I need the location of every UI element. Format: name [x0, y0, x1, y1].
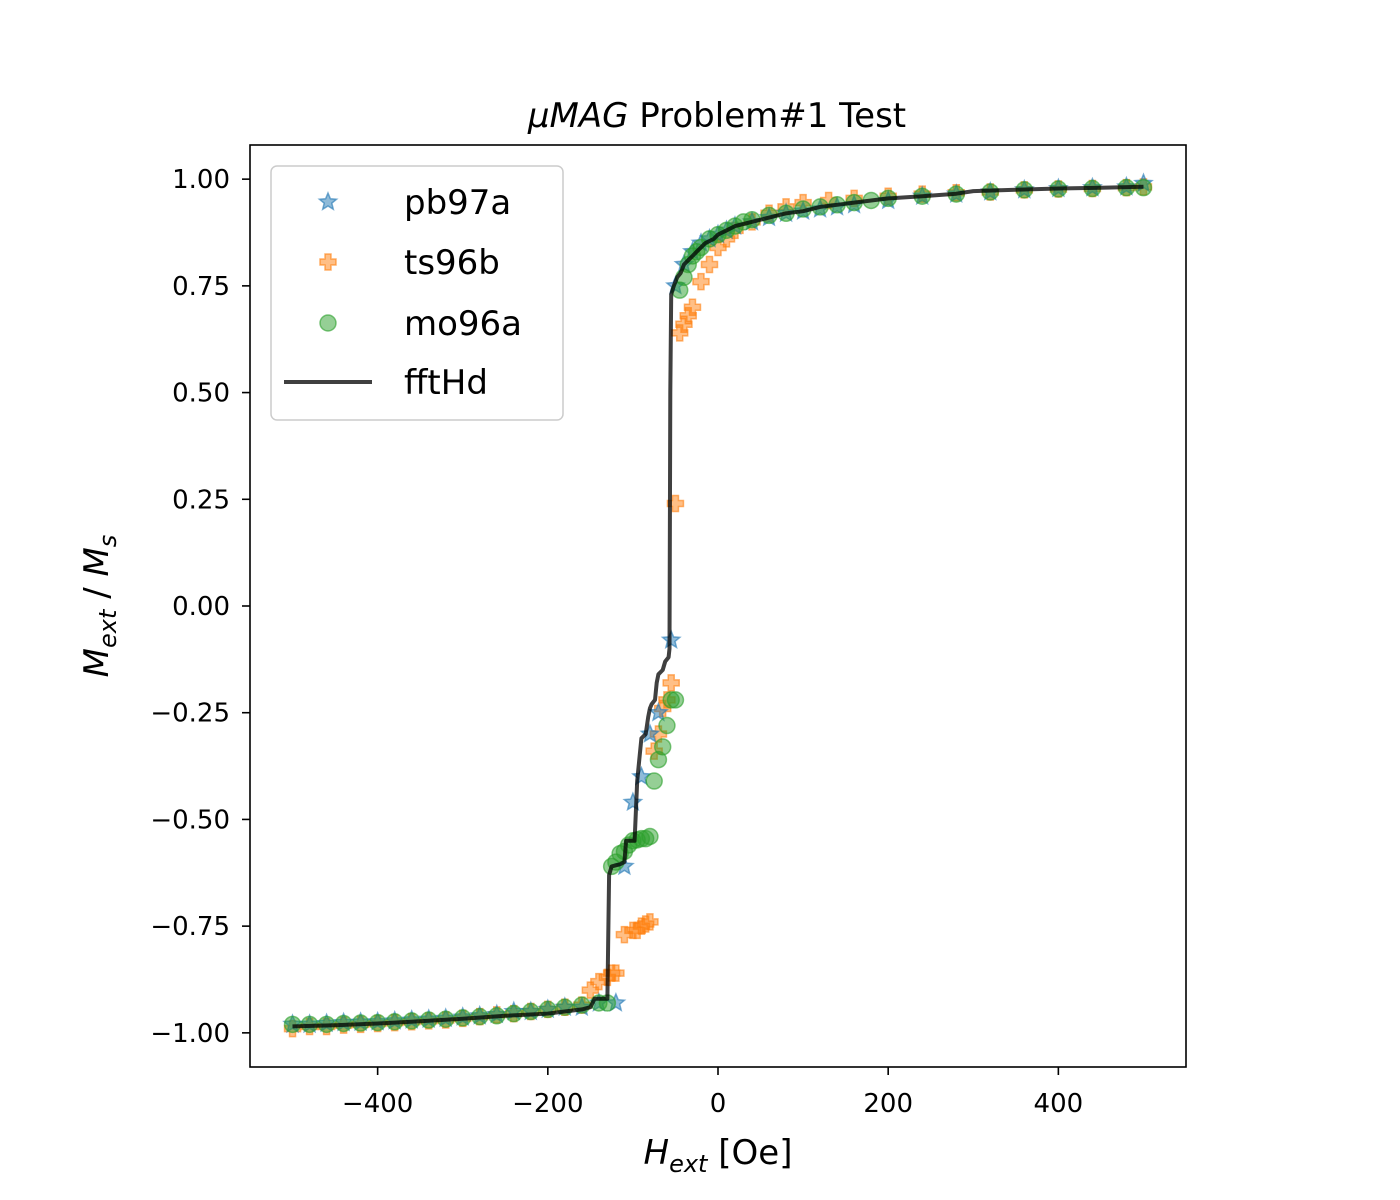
legend-swatch — [319, 253, 337, 271]
y-tick-label: −0.25 — [150, 699, 230, 729]
x-tick-label: 400 — [1034, 1089, 1084, 1119]
x-tick-label: 0 — [710, 1089, 727, 1119]
legend-item-pb97a: pb97a — [317, 183, 511, 223]
chart-title: μMAG Problem#1 Test — [527, 96, 906, 136]
legend: pb97a ts96b mo96a fftHd — [270, 165, 564, 421]
x-tick-label: −400 — [342, 1089, 413, 1119]
legend-label: pb97a — [404, 183, 511, 223]
data-point-mo96a — [522, 1002, 540, 1021]
legend-label: mo96a — [404, 304, 522, 344]
series-fftHd — [292, 184, 1144, 1029]
data-point-ts96b — [700, 255, 719, 274]
legend-label: fftHd — [404, 363, 488, 403]
data-point-ts96b — [641, 913, 659, 931]
y-tick-label: 0.25 — [172, 485, 230, 515]
data-point-ts96b — [692, 272, 710, 291]
data-point-ts96b — [662, 674, 680, 692]
data-point-mo96a — [658, 716, 676, 735]
legend-item-ts96b: ts96b — [319, 243, 500, 283]
data-point-pb97a — [622, 791, 644, 812]
data-point-ts96b — [666, 494, 685, 513]
x-tick-label: 200 — [863, 1089, 913, 1119]
plot-area — [282, 172, 1154, 1038]
x-axis-label: Hext [Oe] — [644, 1133, 793, 1178]
y-tick-label: 0.50 — [172, 379, 230, 409]
data-point-mo96a — [653, 738, 672, 756]
series-line-fftHd — [292, 184, 1144, 1029]
y-tick-label: 1.00 — [172, 165, 230, 195]
data-point-ts96b — [683, 298, 702, 316]
legend-swatch — [319, 314, 337, 332]
legend-label: ts96b — [404, 243, 500, 283]
data-point-pb97a — [648, 701, 669, 722]
legend-item-mo96a: mo96a — [319, 304, 522, 344]
data-point-mo96a — [666, 691, 685, 709]
data-point-pb97a — [639, 723, 661, 743]
data-point-mo96a — [645, 772, 663, 790]
x-tick-label: −200 — [512, 1089, 583, 1119]
y-tick-label: 0.00 — [172, 592, 230, 622]
y-axis: 1.00 0.75 0.50 0.25 0.00 −0.25 −0.50 −0.75 −1.00 — [150, 165, 250, 1049]
y-axis-label: Mext / Ms — [77, 535, 122, 678]
legend-item-fftHd: fftHd — [284, 363, 488, 403]
y-tick-label: −0.75 — [150, 912, 230, 942]
x-axis: −400 −200 0 200 400 — [342, 1067, 1083, 1119]
y-tick-label: −1.00 — [150, 1019, 230, 1049]
data-point-mo96a — [641, 827, 659, 846]
y-tick-label: −0.50 — [150, 805, 230, 835]
legend-swatch — [317, 191, 339, 211]
legend-box — [270, 165, 564, 421]
y-tick-label: 0.75 — [172, 272, 230, 302]
